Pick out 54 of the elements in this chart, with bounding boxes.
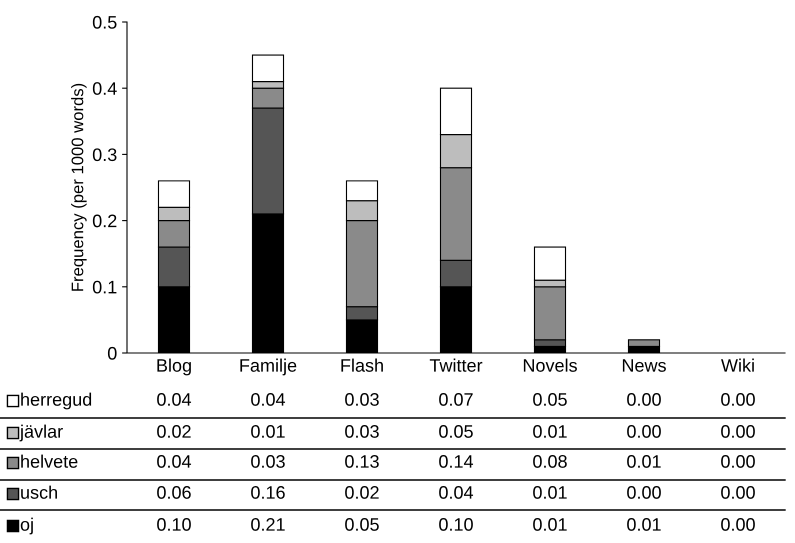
data-label: 0.00 bbox=[627, 393, 661, 406]
data-label: 0.00 bbox=[627, 486, 661, 499]
x-tick-label: Familje bbox=[240, 358, 296, 376]
data-label: 0.06 bbox=[157, 486, 191, 499]
data-label: 0.04 bbox=[439, 486, 474, 499]
data-label: 0.01 bbox=[627, 455, 661, 468]
legend-label: jävlar bbox=[20, 424, 63, 442]
data-label: 0.00 bbox=[721, 425, 755, 438]
y-tick-label: 0.5 bbox=[92, 16, 117, 29]
y-tick-label: 0.4 bbox=[92, 82, 117, 95]
data-label: 0.04 bbox=[157, 393, 192, 406]
data-label: 0.01 bbox=[533, 425, 567, 438]
legend-label: herregud bbox=[21, 392, 92, 410]
legend-label: oj bbox=[20, 518, 33, 534]
data-label: 0.01 bbox=[251, 425, 285, 438]
x-tick-label: Twitter bbox=[430, 358, 482, 372]
y-tick-label: 0.3 bbox=[92, 148, 116, 162]
x-tick-label: Novels bbox=[524, 358, 577, 372]
data-label: 0.00 bbox=[721, 393, 755, 406]
data-label: 0.01 bbox=[533, 518, 567, 531]
data-label: 0.00 bbox=[627, 425, 661, 438]
data-label: 0.00 bbox=[721, 486, 755, 499]
data-label: 0.02 bbox=[345, 486, 379, 499]
x-tick-label: News bbox=[622, 359, 666, 372]
x-tick-label: Wiki bbox=[721, 358, 754, 372]
data-label: 0.08 bbox=[533, 455, 567, 468]
x-tick-label: Blog bbox=[157, 358, 191, 376]
data-label: 0.01 bbox=[627, 518, 661, 531]
data-label: 0.14 bbox=[439, 455, 474, 468]
data-label: 0.02 bbox=[157, 425, 191, 438]
data-label: 0.05 bbox=[533, 393, 567, 406]
data-label: 0.13 bbox=[345, 455, 379, 468]
data-label: 0.04 bbox=[157, 455, 192, 468]
data-label: 0.00 bbox=[721, 455, 755, 468]
legend-label: usch bbox=[21, 486, 57, 499]
data-label: 0.16 bbox=[251, 486, 285, 499]
data-label: 0.21 bbox=[251, 518, 285, 531]
data-label: 0.04 bbox=[251, 393, 286, 406]
data-label: 0.10 bbox=[439, 518, 473, 531]
y-tick-label: 0 bbox=[108, 346, 117, 360]
legend-label: helvete bbox=[21, 454, 78, 468]
data-label: 0.01 bbox=[533, 486, 567, 499]
x-tick-label: Flash bbox=[341, 358, 383, 372]
data-label: 0.00 bbox=[721, 518, 755, 531]
data-label: 0.05 bbox=[439, 425, 473, 438]
y-tick-label: 0.1 bbox=[92, 280, 116, 294]
data-label: 0.03 bbox=[345, 393, 379, 406]
data-label: 0.03 bbox=[251, 455, 285, 468]
data-label: 0.03 bbox=[345, 425, 379, 438]
data-label: 0.07 bbox=[439, 393, 473, 406]
data-label: 0.05 bbox=[345, 518, 379, 531]
y-axis-title: Frequency (per 1000 words) bbox=[71, 84, 87, 291]
y-tick-label: 0.2 bbox=[92, 214, 116, 228]
data-label: 0.10 bbox=[157, 518, 191, 531]
